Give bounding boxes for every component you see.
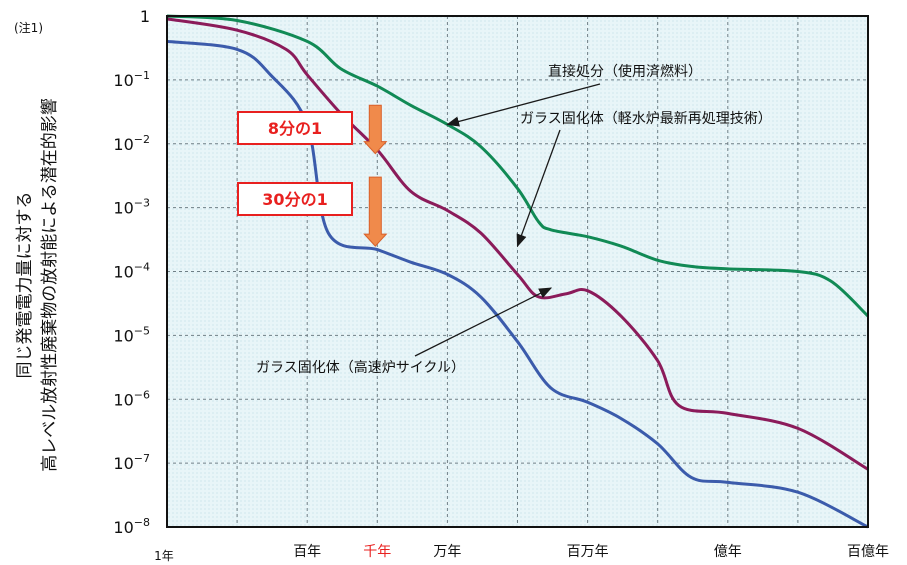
series-annotation-1: ガラス固化体（軽水炉最新再処理技術）	[520, 111, 772, 127]
series-line-1	[166, 17, 869, 471]
callouts: 8分の1 30分の1	[237, 104, 388, 247]
annotation-arrow-2	[414, 287, 553, 357]
y-tick-label: 10−2	[113, 133, 150, 154]
series-annotation-0: 直接処分（使用済燃料）	[548, 63, 702, 80]
x-tick-label: 百億年	[847, 544, 889, 560]
y-tick-label: 10−7	[113, 452, 150, 473]
x-tick-label: 億年	[714, 544, 742, 560]
x-tick-label: 1年	[154, 549, 174, 563]
y-axis-label-line-2: 高レベル放射性廃棄物の放射能による潜在的影響	[40, 98, 60, 472]
series-annotation-2: ガラス固化体（高速炉サイクル）	[256, 359, 465, 376]
note-label: (注1)	[14, 20, 43, 35]
y-tick-label: 10−8	[113, 516, 150, 537]
y-tick-label: 1	[140, 7, 150, 26]
plot-frame	[166, 15, 869, 528]
y-axis-label-line-1: 同じ発電電力量に対する	[15, 192, 35, 379]
annotation-arrows	[414, 83, 601, 357]
annotation-arrow-1	[516, 129, 561, 248]
callout-box	[237, 111, 353, 145]
y-tick-label: 10−4	[113, 261, 150, 282]
y-axis-ticks: 1 10−1 10−2 10−3 10−4 10−5 10−6 10−7 10−8	[113, 7, 150, 537]
y-tick-label: 10−5	[113, 324, 150, 345]
x-tick-label: 千年	[363, 544, 391, 560]
x-axis-ticks: 1年 百年 千年 万年 百万年 億年 百億年	[154, 544, 889, 563]
x-tick-label: 百年	[293, 544, 321, 560]
callout-label: 8分の1	[268, 119, 322, 138]
series-line-0	[166, 14, 870, 318]
callout-label: 30分の1	[262, 190, 327, 209]
down-arrow-icon	[363, 176, 388, 247]
down-arrow-icon	[363, 104, 388, 155]
x-tick-label: 万年	[433, 544, 461, 560]
callout-box	[237, 182, 353, 216]
annotation-arrow-0	[446, 83, 601, 127]
annotations: 直接処分（使用済燃料） ガラス固化体（軽水炉最新再処理技術） ガラス固化体（高速炉サ…	[256, 63, 772, 376]
x-tick-label: 百万年	[567, 544, 609, 560]
y-tick-label: 10−1	[113, 69, 150, 90]
y-tick-label: 10−6	[113, 388, 150, 409]
y-tick-label: 10−3	[113, 197, 150, 218]
